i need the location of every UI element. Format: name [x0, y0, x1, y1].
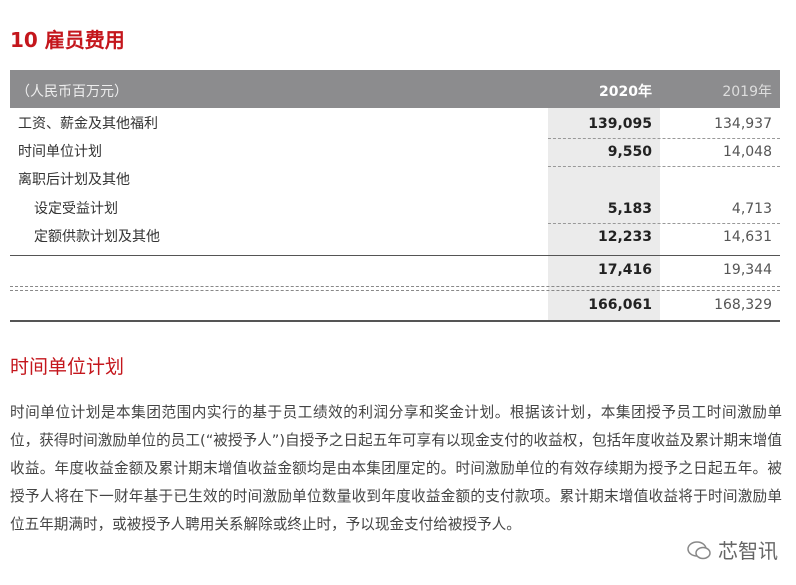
divider: [548, 223, 780, 224]
wechat-icon: [687, 540, 711, 559]
row-label: 时间单位计划: [18, 144, 102, 160]
double-divider: [10, 286, 780, 291]
watermark-text: 芯智讯: [718, 539, 778, 563]
table-row: 时间单位计划 9,550 14,048: [10, 138, 780, 166]
row-label: 工资、薪金及其他福利: [18, 116, 158, 132]
value-2020: 12,233: [597, 229, 652, 245]
divider: [548, 138, 780, 139]
table-row: 设定受益计划 5,183 4,713: [10, 195, 780, 223]
unit-label: （人民币百万元）: [16, 84, 128, 100]
total-row: 166,061 168,329: [10, 291, 780, 319]
subtotal-line: [10, 255, 780, 256]
row-label: 定额供款计划及其他: [34, 229, 160, 245]
table-row: 离职后计划及其他: [10, 166, 780, 194]
value-2019: 14,631: [723, 229, 772, 245]
divider: [548, 166, 780, 167]
value-2020: 9,550: [607, 144, 652, 160]
value-2019: 134,937: [714, 116, 772, 132]
watermark: 芯智讯: [686, 535, 778, 564]
value-2020: 139,095: [588, 116, 652, 132]
bottom-line: [10, 320, 780, 322]
value-2020: 5,183: [607, 201, 652, 217]
row-label: 离职后计划及其他: [18, 172, 130, 188]
section-title: 10 雇员费用: [10, 28, 125, 52]
table-header: （人民币百万元） 2020年 2019年: [10, 70, 780, 108]
col-2020-header: 2020年: [599, 84, 652, 100]
highlight-column: [548, 108, 660, 320]
value-2019: 14,048: [723, 144, 772, 160]
col-2019-header: 2019年: [722, 84, 772, 100]
subsection-title: 时间单位计划: [10, 356, 125, 378]
body-paragraph: 时间单位计划是本集团范围内实行的基于员工绩效的利润分享和奖金计划。根据该计划，本…: [10, 404, 782, 533]
value-2019: 168,329: [714, 297, 772, 313]
value-2019: 19,344: [723, 262, 772, 278]
table-row: 工资、薪金及其他福利 139,095 134,937: [10, 110, 780, 138]
value-2020: 166,061: [588, 297, 652, 313]
value-2020: 17,416: [597, 262, 652, 278]
row-label: 设定受益计划: [34, 201, 118, 217]
subtotal-row: 17,416 19,344: [10, 256, 780, 284]
value-2019: 4,713: [731, 201, 772, 217]
table-row: 定额供款计划及其他 12,233 14,631: [10, 223, 780, 251]
